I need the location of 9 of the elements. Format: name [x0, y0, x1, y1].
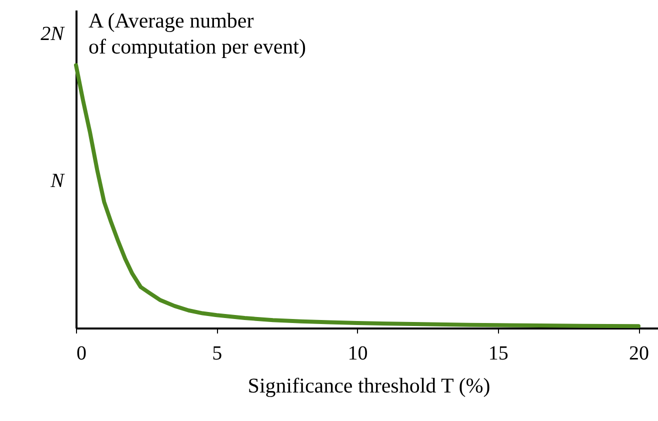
- text: N: [50, 170, 66, 192]
- x-tick-label: 5: [212, 342, 222, 364]
- x-axis-title: Significance threshold T (%): [248, 374, 490, 398]
- x-tick-label: 15: [488, 342, 508, 364]
- text: 2N: [40, 23, 66, 46]
- y-axis-title: A (Average number of computation per event): [88, 8, 306, 58]
- x-tick-label: 20: [629, 342, 649, 364]
- x-tick-label: 0: [76, 342, 86, 364]
- x-tick-label: 10: [348, 342, 368, 364]
